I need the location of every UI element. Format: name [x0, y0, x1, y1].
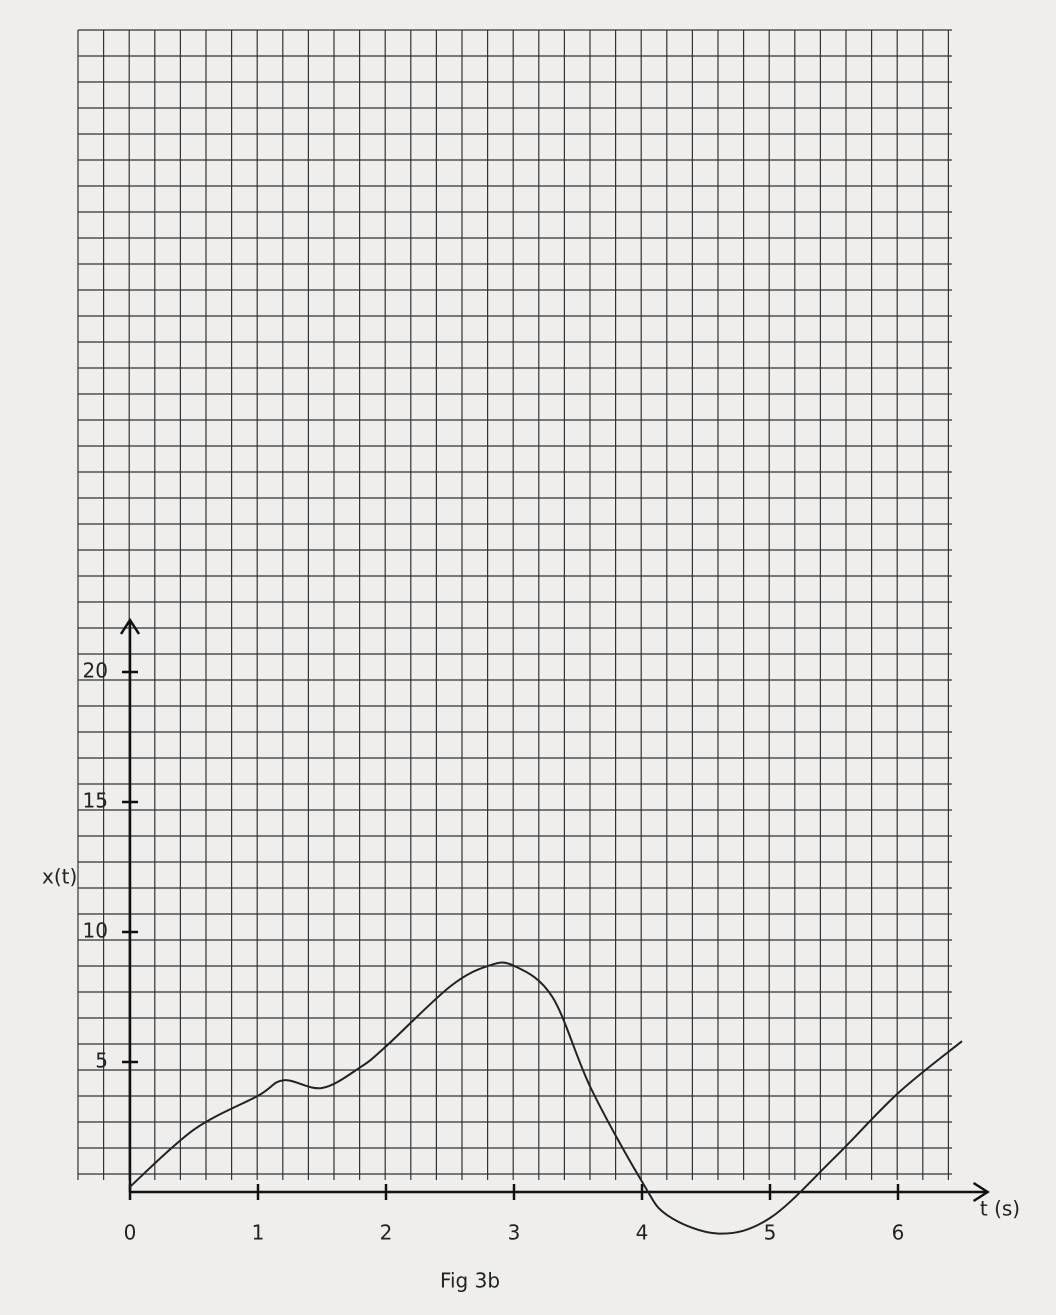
x-tick-label: 4 — [636, 1221, 649, 1245]
y-axis-label: x(t) — [42, 865, 77, 889]
y-tick-label: 5 — [95, 1049, 108, 1073]
x-tick-label: 6 — [892, 1221, 905, 1245]
data-line — [129, 961, 963, 1235]
x-tick-label: 0 — [124, 1221, 137, 1245]
x-tick-label: 5 — [764, 1221, 777, 1245]
x-tick-label: 1 — [252, 1221, 265, 1245]
y-tick-label: 20 — [83, 659, 108, 683]
x-tick-label: 2 — [380, 1221, 393, 1245]
caption: Fig 3b — [440, 1269, 500, 1293]
y-tick-label: 15 — [83, 789, 108, 813]
x-axis-arrow — [972, 1181, 990, 1203]
y-tick-label: 10 — [83, 919, 108, 943]
x-tick-label: 3 — [508, 1221, 521, 1245]
x-axis-label: t (s) — [980, 1197, 1020, 1221]
y-axis-arrow — [119, 617, 141, 635]
